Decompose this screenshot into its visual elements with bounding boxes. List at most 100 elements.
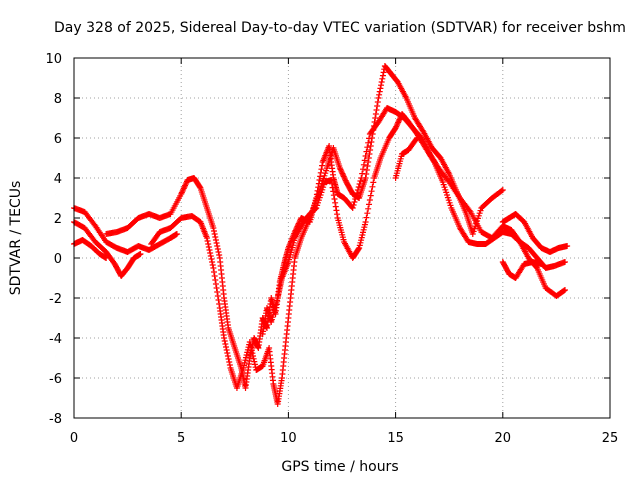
data-point bbox=[561, 287, 568, 293]
data-point bbox=[363, 167, 370, 173]
data-point bbox=[330, 192, 337, 199]
x-tick-label: 25 bbox=[602, 431, 619, 446]
data-point bbox=[214, 243, 221, 249]
data-point bbox=[319, 162, 326, 169]
data-point bbox=[250, 355, 257, 362]
data-point bbox=[211, 228, 218, 234]
data-point bbox=[209, 262, 216, 268]
data-point bbox=[213, 285, 220, 291]
data-point bbox=[207, 253, 214, 259]
data-point bbox=[363, 214, 370, 221]
data-point bbox=[206, 247, 213, 253]
series-track-b bbox=[71, 219, 144, 279]
data-point bbox=[362, 219, 369, 225]
data-point bbox=[137, 251, 144, 257]
data-point bbox=[363, 148, 370, 155]
data-point bbox=[205, 244, 212, 250]
data-point bbox=[216, 252, 223, 258]
data-point bbox=[211, 273, 218, 279]
data-point bbox=[214, 246, 221, 252]
data-point bbox=[368, 139, 375, 145]
data-point bbox=[365, 159, 372, 165]
data-point bbox=[221, 335, 228, 341]
data-point bbox=[370, 179, 377, 186]
data-point bbox=[379, 75, 386, 82]
data-point bbox=[330, 188, 337, 195]
data-point bbox=[204, 238, 211, 244]
x-tick-label: 0 bbox=[70, 431, 78, 446]
data-point bbox=[366, 201, 373, 208]
tick-layer: 0 5 10 15 20 25 -8 -6 -4 -2 0 2 4 6 8 10 bbox=[45, 52, 618, 446]
data-point bbox=[376, 91, 383, 98]
data-point bbox=[370, 123, 377, 129]
data-point bbox=[333, 207, 340, 214]
data-point bbox=[372, 111, 379, 117]
data-point bbox=[251, 358, 258, 365]
x-tick-label: 20 bbox=[495, 431, 512, 446]
y-tick-label: 10 bbox=[45, 52, 62, 67]
data-point bbox=[370, 127, 377, 133]
data-point bbox=[393, 122, 400, 129]
data-point bbox=[214, 293, 221, 299]
data-point bbox=[223, 347, 230, 353]
data-point bbox=[372, 115, 379, 121]
data-point bbox=[221, 338, 228, 344]
y-tick-label: -2 bbox=[49, 292, 62, 307]
data-point bbox=[357, 178, 364, 184]
data-point bbox=[365, 205, 372, 212]
data-point bbox=[368, 188, 375, 195]
data-point bbox=[364, 163, 371, 169]
y-tick-label: 6 bbox=[54, 132, 62, 147]
data-point bbox=[223, 344, 230, 350]
data-point bbox=[210, 225, 217, 231]
data-point bbox=[362, 175, 369, 181]
data-point bbox=[564, 243, 571, 249]
data-point bbox=[215, 249, 222, 255]
data-point bbox=[374, 103, 381, 109]
y-tick-label: -6 bbox=[49, 372, 62, 387]
data-point bbox=[331, 196, 338, 202]
data-point bbox=[350, 202, 357, 208]
data-point bbox=[538, 261, 545, 267]
series-track-a bbox=[71, 205, 180, 255]
data-point bbox=[367, 147, 374, 153]
data-point bbox=[214, 289, 221, 295]
data-point bbox=[373, 107, 380, 113]
data-point bbox=[365, 155, 372, 161]
data-point bbox=[363, 171, 370, 177]
data-point bbox=[250, 353, 257, 359]
data-point bbox=[366, 151, 373, 157]
data-point bbox=[351, 199, 358, 205]
data-point bbox=[332, 199, 339, 206]
data-point bbox=[362, 153, 369, 159]
data-point bbox=[367, 192, 374, 199]
data-point bbox=[371, 119, 378, 125]
series-track-c bbox=[71, 237, 110, 261]
data-point bbox=[378, 79, 385, 85]
data-point bbox=[213, 240, 220, 246]
data-point bbox=[328, 180, 335, 187]
data-point bbox=[414, 135, 421, 141]
data-point bbox=[207, 250, 214, 256]
series-track-i bbox=[499, 259, 545, 281]
data-point bbox=[212, 237, 219, 243]
data-point bbox=[222, 341, 229, 347]
data-point bbox=[367, 143, 374, 149]
data-point bbox=[360, 161, 367, 168]
x-axis-label: GPS time / hours bbox=[281, 459, 398, 475]
data-point bbox=[226, 362, 233, 368]
data-point bbox=[225, 356, 232, 362]
data-point bbox=[246, 339, 253, 345]
data-point bbox=[212, 277, 219, 283]
data-point bbox=[369, 135, 376, 141]
y-tick-label: 8 bbox=[54, 92, 62, 107]
series-track-e bbox=[148, 63, 506, 407]
data-point bbox=[251, 361, 258, 368]
series-track-f bbox=[259, 111, 568, 337]
data-point bbox=[210, 265, 217, 271]
data-point bbox=[318, 166, 325, 173]
data-point bbox=[224, 350, 231, 356]
x-tick-label: 15 bbox=[387, 431, 404, 446]
